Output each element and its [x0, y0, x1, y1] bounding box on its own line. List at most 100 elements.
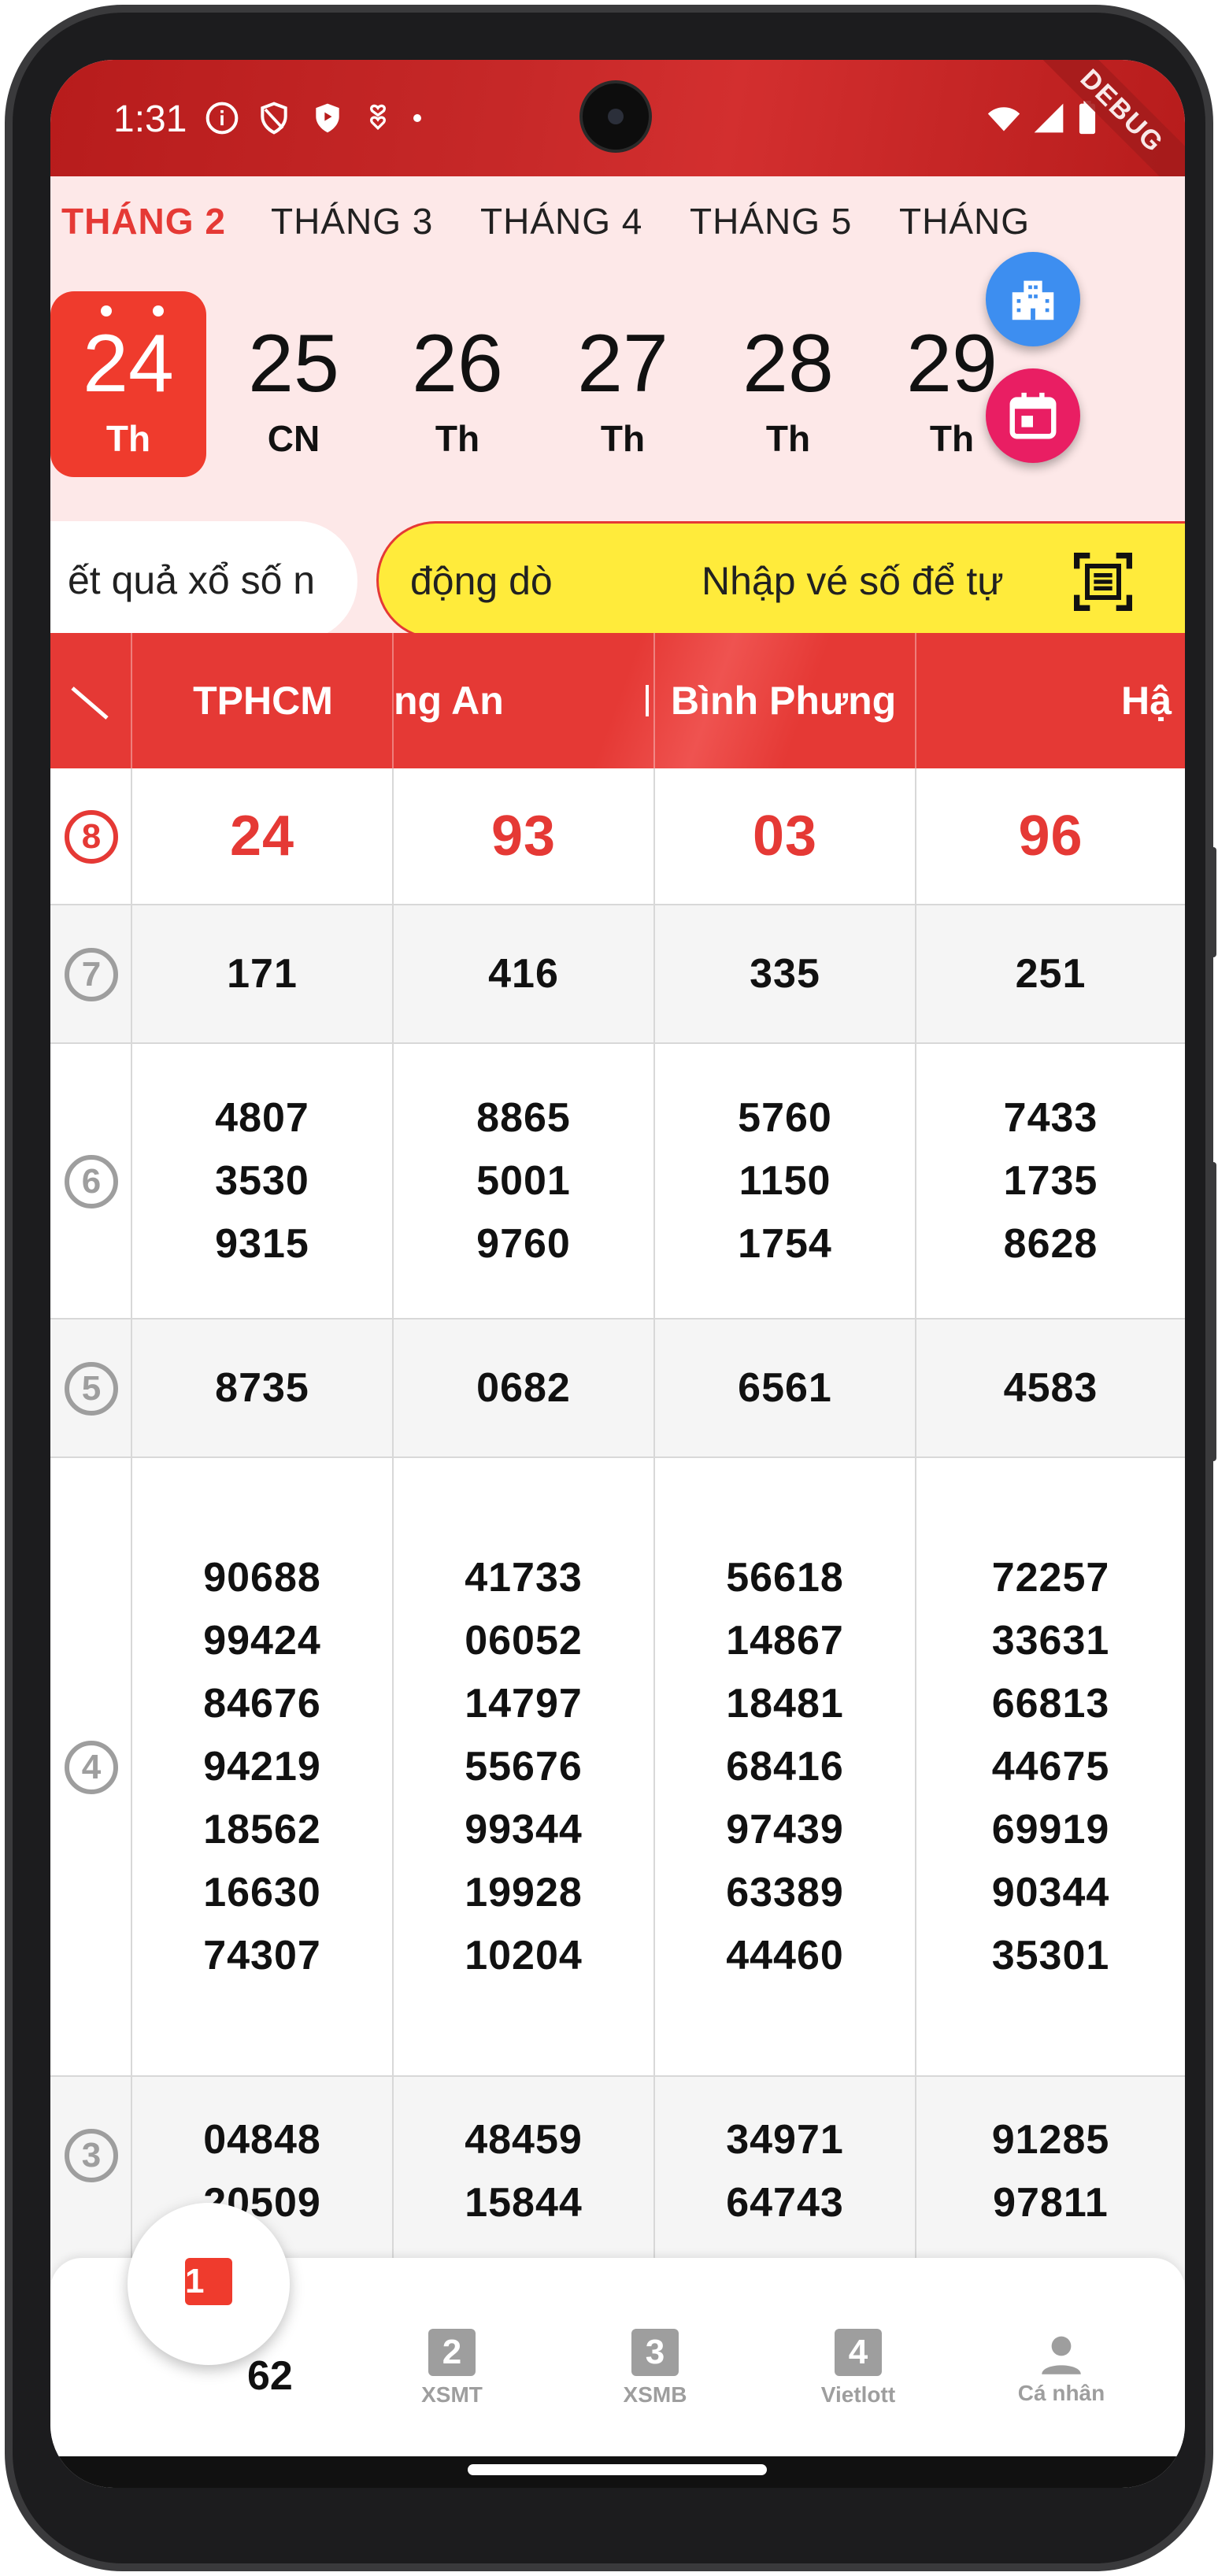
result-number: 97811 — [993, 2180, 1109, 2226]
result-number: 416 — [488, 951, 559, 997]
table-cell: 6561 — [653, 1319, 915, 1456]
result-number: 96 — [1018, 805, 1083, 868]
person-icon — [1042, 2336, 1081, 2374]
table-row-prize-5: 5 8735 0682 6561 4583 — [50, 1319, 1185, 1458]
hearts-icon — [370, 104, 386, 131]
xsmb-badge-icon: 3 — [631, 2329, 679, 2376]
result-number: 6561 — [738, 1365, 832, 1411]
result-number: 35301 — [991, 1933, 1110, 1978]
vietlott-badge-icon: 4 — [835, 2329, 882, 2376]
table-cell: 96 — [915, 768, 1185, 904]
result-number: 63389 — [726, 1870, 844, 1915]
result-number: 84676 — [203, 1681, 321, 1727]
home-gesture-handle[interactable] — [468, 2464, 767, 2475]
nav-item-xsmb[interactable]: 3 XSMB — [576, 2329, 734, 2408]
result-number: 5760 — [738, 1095, 832, 1141]
result-number: 18481 — [726, 1681, 844, 1727]
result-number: 33631 — [991, 1618, 1110, 1664]
table-cell: 0682 — [392, 1319, 653, 1456]
signal-icon — [1034, 103, 1064, 133]
column-header-binh-phuoc[interactable]: Bình Phưng — [653, 633, 916, 768]
result-number: 66813 — [991, 1681, 1110, 1727]
result-number: 10204 — [465, 1933, 583, 1978]
column-header-binh-phuoc-label: Bình Phưng — [671, 679, 897, 723]
prize-6-icon: 6 — [65, 1155, 118, 1208]
xsmt-badge-icon: 2 — [428, 2329, 476, 2376]
result-number: 72257 — [991, 1555, 1110, 1601]
column-header-hau-giang[interactable]: Hậ — [915, 633, 1185, 768]
day-strip: 24 Th 25 CN 26 Th 27 Th 28 Th — [50, 291, 1035, 488]
power-button — [1209, 1162, 1216, 1461]
result-number: 69919 — [991, 1807, 1110, 1852]
tab-month-4[interactable]: THÁNG 4 — [480, 201, 643, 242]
day-item-24[interactable]: 24 Th — [50, 291, 206, 477]
table-cell: 48459 15844 — [392, 2077, 653, 2280]
result-number: 48459 — [465, 2117, 583, 2163]
tab-month-5[interactable]: THÁNG 5 — [690, 201, 853, 242]
result-number: 56618 — [726, 1555, 844, 1601]
nav-label: Cá nhân — [1017, 2381, 1105, 2405]
nav-item-xsmn[interactable]: 1 — [128, 2203, 290, 2365]
table-row-prize-7: 7 171 416 335 251 — [50, 905, 1185, 1044]
scan-icon[interactable] — [1072, 550, 1135, 613]
phone-frame: 1:31 DEBUG THÁNG 2 THÁNG 3 THÁNG 4 THÁNG… — [5, 5, 1216, 2571]
building-icon — [1012, 280, 1054, 320]
ticket-check-marquee[interactable]: động dò Nhập vé số để tự — [376, 521, 1185, 639]
day-weekday: Th — [600, 418, 646, 459]
result-number: 15844 — [465, 2180, 583, 2226]
day-item-27[interactable]: 27 Th — [545, 291, 701, 477]
nav-label: XSMT — [421, 2382, 483, 2407]
result-number: 5001 — [476, 1158, 571, 1204]
table-cell: 251 — [915, 905, 1185, 1042]
partial-result-number: 62 — [247, 2353, 293, 2399]
event-dot — [153, 305, 164, 316]
result-number: 7433 — [1003, 1095, 1098, 1141]
prize-4-icon: 4 — [65, 1741, 118, 1794]
table-cell: 91285 97811 — [915, 2077, 1185, 2280]
nav-item-xsmt[interactable]: 2 XSMT — [373, 2329, 531, 2408]
prize-5-icon: 5 — [65, 1362, 118, 1416]
results-marquee-text: ết quả xổ số n — [68, 558, 316, 602]
column-header-tphcm[interactable]: TPHCM — [131, 633, 394, 768]
tab-month-6[interactable]: THÁNG — [899, 201, 1030, 242]
result-number: 90688 — [203, 1555, 321, 1601]
table-cell: 335 — [653, 905, 915, 1042]
province-fab-button[interactable] — [986, 252, 1080, 346]
result-number: 1150 — [739, 1158, 831, 1204]
month-tabs: THÁNG 2 THÁNG 3 THÁNG 4 THÁNG 5 THÁNG — [50, 176, 1035, 265]
table-cell: 4807 3530 9315 — [131, 1044, 392, 1318]
tab-month-3[interactable]: THÁNG 3 — [271, 201, 434, 242]
gesture-bar — [50, 2456, 1185, 2488]
result-number: 03 — [752, 805, 818, 868]
result-number: 8865 — [476, 1095, 571, 1141]
result-number: 14867 — [726, 1618, 844, 1664]
result-number: 8628 — [1003, 1221, 1098, 1267]
result-number: 1754 — [738, 1221, 832, 1267]
shield-filled-icon — [316, 103, 339, 133]
status-time: 1:31 — [113, 98, 187, 140]
day-item-25[interactable]: 25 CN — [216, 291, 372, 477]
result-number: 90344 — [991, 1870, 1110, 1915]
day-number: 28 — [742, 318, 834, 409]
tab-month-2[interactable]: THÁNG 2 — [61, 201, 226, 242]
day-item-28[interactable]: 28 Th — [710, 291, 866, 477]
result-number: 55676 — [465, 1744, 583, 1790]
day-number: 25 — [248, 318, 339, 409]
nav-item-profile[interactable]: Cá nhân — [983, 2329, 1140, 2406]
table-cell: 90688 99424 84676 94219 18562 16630 7430… — [131, 1458, 392, 2075]
day-item-29[interactable]: 29 Th — [874, 291, 1030, 477]
day-item-26[interactable]: 26 Th — [379, 291, 535, 477]
result-number: 14797 — [465, 1681, 583, 1727]
table-cell: 56618 14867 18481 68416 97439 63389 4446… — [653, 1458, 915, 2075]
result-number: 1735 — [1003, 1158, 1098, 1204]
results-marquee[interactable]: ết quả xổ số n — [50, 521, 357, 641]
nav-label: XSMB — [623, 2382, 687, 2407]
calendar-fab-button[interactable] — [986, 368, 1080, 463]
nav-item-vietlott[interactable]: 4 Vietlott — [779, 2329, 937, 2408]
result-number: 68416 — [726, 1744, 844, 1790]
column-header-long-an[interactable]: ng An — [392, 633, 655, 768]
result-number: 18562 — [203, 1807, 321, 1852]
calendar-icon — [1009, 392, 1057, 439]
column-header-partial-glyph — [646, 685, 649, 716]
nav-label: Vietlott — [820, 2382, 896, 2407]
